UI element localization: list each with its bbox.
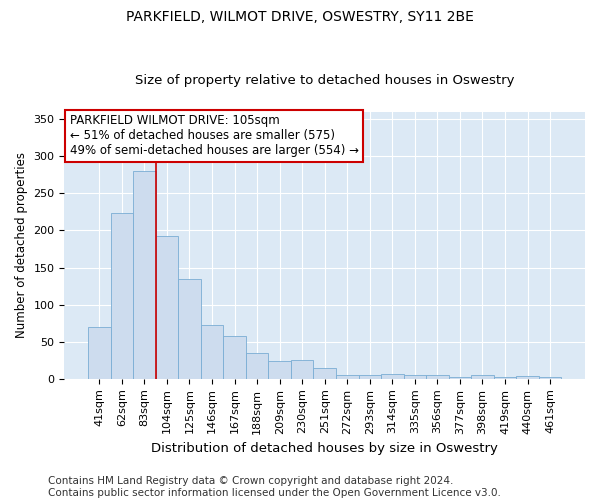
Bar	[155, 236, 178, 379]
Text: PARKFIELD WILMOT DRIVE: 105sqm
← 51% of detached houses are smaller (575)
49% of: PARKFIELD WILMOT DRIVE: 105sqm ← 51% of …	[70, 114, 359, 158]
Bar	[133, 171, 155, 379]
Title: Size of property relative to detached houses in Oswestry: Size of property relative to detached ho…	[135, 74, 514, 87]
Bar	[313, 368, 336, 379]
Bar	[291, 360, 313, 379]
Y-axis label: Number of detached properties: Number of detached properties	[15, 152, 28, 338]
Bar	[201, 324, 223, 379]
Bar	[223, 336, 246, 379]
Text: Contains HM Land Registry data © Crown copyright and database right 2024.
Contai: Contains HM Land Registry data © Crown c…	[48, 476, 501, 498]
Bar	[336, 375, 359, 379]
Bar	[268, 361, 291, 379]
Bar	[404, 375, 426, 379]
Bar	[516, 376, 539, 379]
Bar	[381, 374, 404, 379]
X-axis label: Distribution of detached houses by size in Oswestry: Distribution of detached houses by size …	[151, 442, 498, 455]
Bar	[359, 375, 381, 379]
Bar	[110, 214, 133, 379]
Bar	[471, 375, 494, 379]
Text: PARKFIELD, WILMOT DRIVE, OSWESTRY, SY11 2BE: PARKFIELD, WILMOT DRIVE, OSWESTRY, SY11 …	[126, 10, 474, 24]
Bar	[246, 353, 268, 379]
Bar	[88, 327, 110, 379]
Bar	[539, 378, 562, 379]
Bar	[426, 375, 449, 379]
Bar	[178, 278, 201, 379]
Bar	[449, 376, 471, 379]
Bar	[494, 378, 516, 379]
